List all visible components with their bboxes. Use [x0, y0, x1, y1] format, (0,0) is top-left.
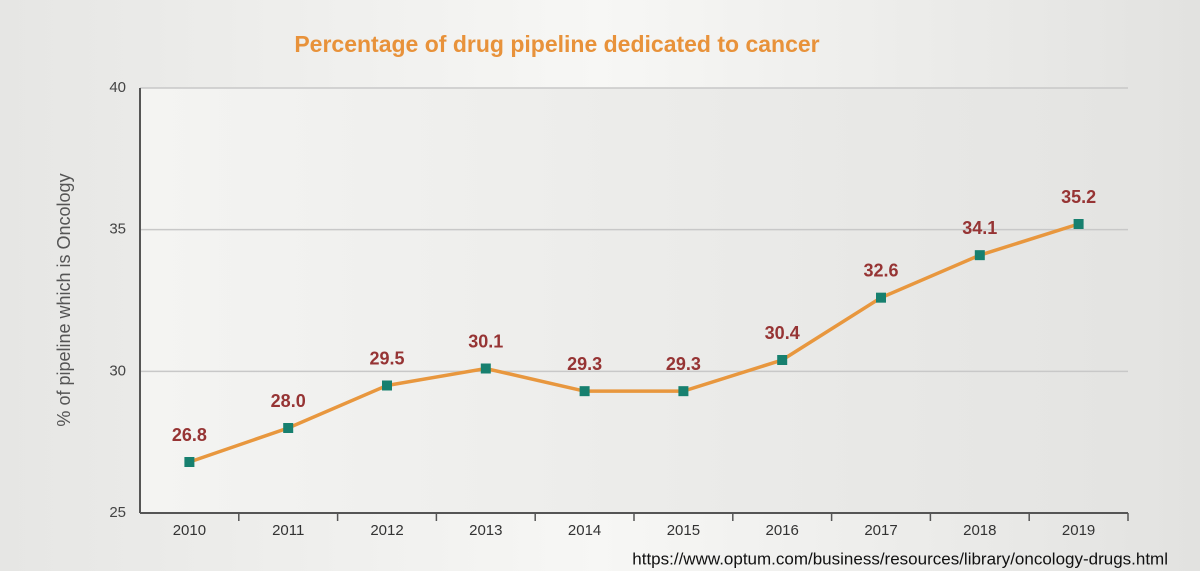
data-line: [188, 222, 1080, 464]
x-tick-label: 2011: [272, 522, 304, 539]
source: https://www.optum.com/business/resources…: [632, 549, 1168, 568]
data-label: 30.1: [468, 331, 503, 351]
data-label: 34.1: [962, 218, 997, 238]
y-tick-label: 40: [109, 79, 126, 96]
y-tick-label: 35: [109, 221, 126, 238]
data-marker: [579, 386, 590, 397]
x-tick-label: 2017: [864, 522, 897, 539]
x-tick-label: 2016: [766, 522, 799, 539]
data-label: 32.6: [863, 260, 898, 280]
data-marker: [480, 363, 491, 374]
y-axis-label: % of pipeline which is Oncology: [54, 173, 74, 426]
data-marker: [876, 292, 886, 303]
data-label: 29.3: [567, 354, 602, 374]
y-tick-label: 25: [109, 504, 126, 521]
data-label: 29.3: [666, 354, 701, 374]
x-tick-label: 2012: [370, 522, 403, 539]
data-label: 26.8: [172, 425, 207, 445]
x-tick-label: 2014: [568, 522, 601, 539]
chart-title: Percentage of drug pipeline dedicated to…: [294, 31, 819, 57]
data-marker: [283, 423, 294, 433]
x-tick-label: 2018: [963, 522, 996, 539]
plot-area: [140, 88, 1128, 513]
y-tick-label: 30: [109, 362, 126, 379]
data-marker: [777, 355, 788, 365]
data-marker: [678, 386, 689, 397]
x-tick-label: 2015: [667, 522, 700, 539]
data-marker: [382, 380, 392, 391]
data-marker: [1073, 219, 1084, 229]
x-tick-label: 2019: [1062, 522, 1095, 539]
x-tick-label: 2013: [469, 522, 502, 539]
data-label: 35.2: [1061, 187, 1096, 207]
x-tick-label: 2010: [173, 522, 206, 539]
data-label: 30.4: [765, 323, 800, 343]
data-label: 28.0: [271, 391, 306, 411]
data-marker: [974, 250, 985, 261]
data-marker: [184, 457, 195, 467]
data-label: 29.5: [369, 348, 404, 368]
